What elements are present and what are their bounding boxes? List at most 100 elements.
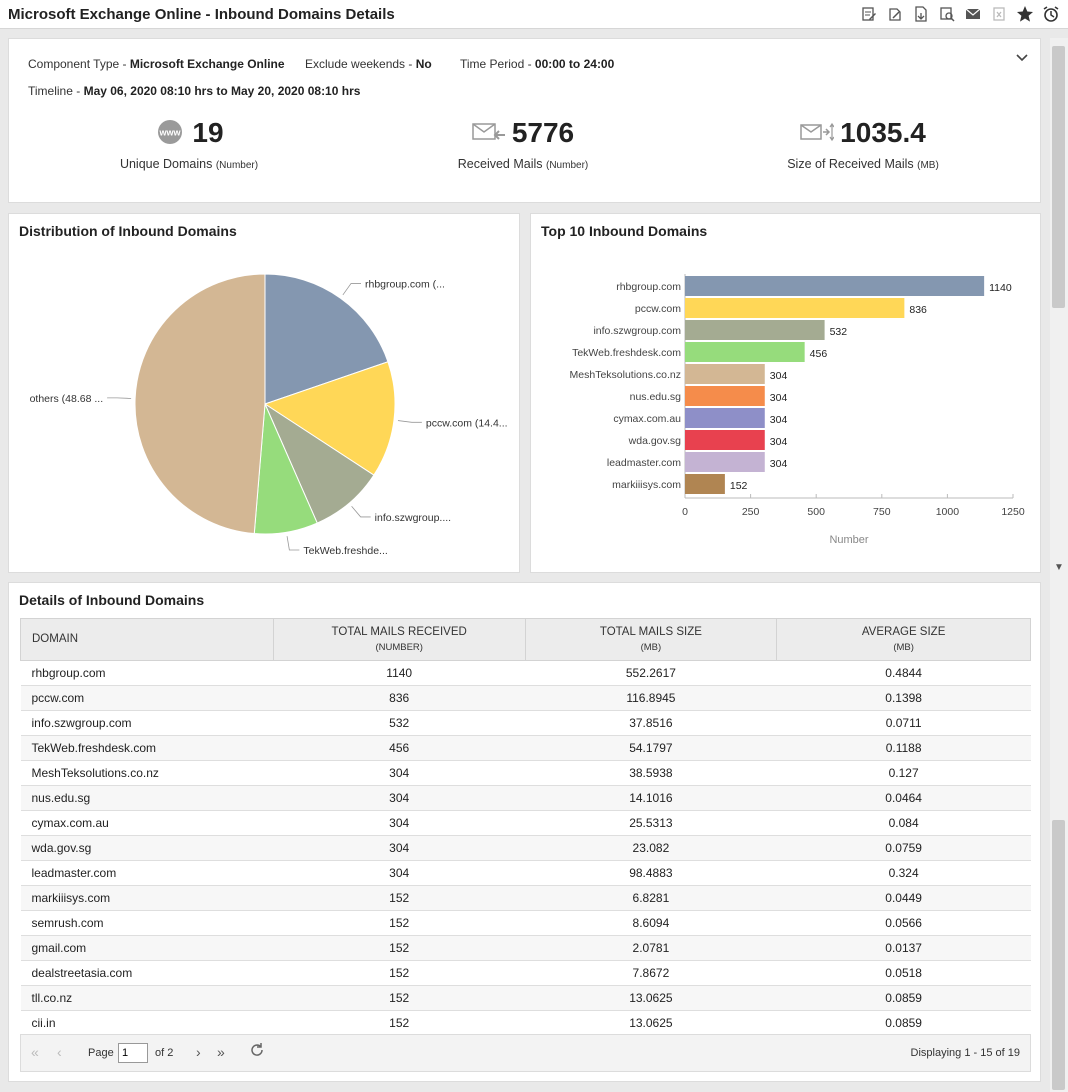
pagination-bar: « ‹ Page of 2 › » Displaying 1 - 15 of 1… xyxy=(20,1034,1031,1072)
bar-value-label: 304 xyxy=(770,436,788,448)
y-tick-label: TekWeb.freshdesk.com xyxy=(572,347,681,359)
scrollbar-thumb-lower[interactable] xyxy=(1052,820,1065,1090)
y-tick-label: nus.edu.sg xyxy=(630,391,682,403)
table-cell: 0.324 xyxy=(776,860,1031,886)
pie-slice-label: others (48.68 ... xyxy=(30,393,104,405)
table-row[interactable]: leadmaster.com 304 98.4883 0.324 xyxy=(20,860,1031,886)
edit-icon[interactable] xyxy=(886,5,904,23)
email-icon[interactable] xyxy=(964,5,982,23)
column-header[interactable]: DOMAIN xyxy=(20,618,274,661)
prev-page-icon[interactable]: ‹ xyxy=(57,1044,62,1060)
favorite-star-icon[interactable] xyxy=(1016,5,1034,23)
bar[interactable] xyxy=(685,342,805,362)
table-cell: 116.8945 xyxy=(525,685,777,711)
table-row[interactable]: semrush.com 152 8.6094 0.0566 xyxy=(20,910,1031,936)
table-cell: info.szwgroup.com xyxy=(20,710,274,736)
table-row[interactable]: pccw.com 836 116.8945 0.1398 xyxy=(20,685,1031,711)
scroll-down-arrow-icon[interactable]: ▼ xyxy=(1054,562,1064,573)
table-cell: TekWeb.freshdesk.com xyxy=(20,735,274,761)
kpi-label-text: Received Mails xyxy=(457,157,546,171)
print-preview-icon[interactable] xyxy=(938,5,956,23)
table-row[interactable]: rhbgroup.com 1140 552.2617 0.4844 xyxy=(20,660,1031,686)
column-header[interactable]: TOTAL MAILS RECEIVED (NUMBER) xyxy=(272,618,526,661)
table-row[interactable]: markiiisys.com 152 6.8281 0.0449 xyxy=(20,885,1031,911)
table-header-row: DOMAIN TOTAL MAILS RECEIVED (NUMBER) TOTAL … xyxy=(20,618,1031,661)
toolbar xyxy=(860,5,1060,23)
svg-text:www: www xyxy=(159,127,182,137)
bar[interactable] xyxy=(685,320,825,340)
bar[interactable] xyxy=(685,430,765,450)
next-page-icon[interactable]: › xyxy=(196,1044,201,1060)
x-tick-label: 250 xyxy=(742,506,760,518)
edit-report-icon[interactable] xyxy=(860,5,878,23)
table-cell: gmail.com xyxy=(20,935,274,961)
pie-slice[interactable] xyxy=(264,273,389,405)
page-number-input[interactable] xyxy=(118,1043,148,1063)
pie-slice[interactable] xyxy=(134,273,266,535)
details-table: DOMAIN TOTAL MAILS RECEIVED (NUMBER) TOTAL … xyxy=(20,618,1031,1036)
table-row[interactable]: dealstreetasia.com 152 7.8672 0.0518 xyxy=(20,960,1031,986)
time-period: Time Period - 00:00 to 24:00 xyxy=(460,57,614,71)
table-cell: 0.1188 xyxy=(776,735,1031,761)
table-cell: 7.8672 xyxy=(525,960,777,986)
column-header[interactable]: AVERAGE SIZE (MB) xyxy=(776,618,1031,661)
bar-value-label: 836 xyxy=(909,304,927,316)
bar-chart-title: Top 10 Inbound Domains xyxy=(541,223,708,239)
alarm-clock-icon[interactable] xyxy=(1042,5,1060,23)
bar[interactable] xyxy=(685,386,765,406)
table-row[interactable]: info.szwgroup.com 532 37.8516 0.0711 xyxy=(20,710,1031,736)
table-cell: 152 xyxy=(273,985,526,1011)
bar[interactable] xyxy=(685,298,905,318)
table-cell: 6.8281 xyxy=(525,885,777,911)
bar[interactable] xyxy=(685,364,765,384)
table-cell: leadmaster.com xyxy=(20,860,274,886)
kpi-value: 19 xyxy=(192,117,224,148)
table-row[interactable]: tll.co.nz 152 13.0625 0.0859 xyxy=(20,985,1031,1011)
export-pdf-icon[interactable] xyxy=(912,5,930,23)
table-row[interactable]: TekWeb.freshdesk.com 456 54.1797 0.1188 xyxy=(20,735,1031,761)
bar[interactable] xyxy=(685,452,765,472)
bar[interactable] xyxy=(685,276,985,296)
table-cell: semrush.com xyxy=(20,910,274,936)
bar[interactable] xyxy=(685,474,725,494)
y-tick-label: cymax.com.au xyxy=(613,413,681,425)
y-tick-label: MeshTeksolutions.co.nz xyxy=(570,369,681,381)
display-count: Displaying 1 - 15 of 19 xyxy=(910,1047,1020,1059)
bar-value-label: 152 xyxy=(730,480,748,492)
www-icon: www xyxy=(154,119,186,148)
bar-value-label: 304 xyxy=(770,458,788,470)
kpi-label-text: Unique Domains xyxy=(119,157,216,171)
collapse-chevron-icon[interactable] xyxy=(1016,51,1028,65)
refresh-icon[interactable] xyxy=(249,1042,265,1061)
column-header-unit: (MB) xyxy=(640,641,662,653)
table-row[interactable]: cymax.com.au 304 25.5313 0.084 xyxy=(20,810,1031,836)
first-page-icon[interactable]: « xyxy=(31,1044,39,1060)
title-bar: Microsoft Exchange Online - Inbound Doma… xyxy=(0,0,1068,29)
last-page-icon[interactable]: » xyxy=(217,1044,225,1060)
table-cell: dealstreetasia.com xyxy=(20,960,274,986)
export-excel-icon[interactable] xyxy=(990,5,1008,23)
table-cell: 0.0566 xyxy=(776,910,1031,936)
column-header-unit: (NUMBER) xyxy=(375,641,423,653)
window-title: Microsoft Exchange Online - Inbound Doma… xyxy=(8,6,395,23)
mail-size-icon xyxy=(800,121,835,146)
pie-chart-panel: Distribution of Inbound Domains rhbgroup… xyxy=(8,213,520,573)
table-cell: 0.0137 xyxy=(776,935,1031,961)
received-mail-icon xyxy=(472,121,506,146)
column-header-label: AVERAGE SIZE xyxy=(861,625,946,638)
table-row[interactable]: nus.edu.sg 304 14.1016 0.0464 xyxy=(20,785,1031,811)
table-row[interactable]: MeshTeksolutions.co.nz 304 38.5938 0.127 xyxy=(20,760,1031,786)
table-cell: 552.2617 xyxy=(525,660,777,686)
column-header[interactable]: TOTAL MAILS SIZE (MB) xyxy=(524,618,778,661)
timeline-label: Timeline - xyxy=(28,84,84,98)
table-row[interactable]: cii.in 152 13.0625 0.0859 xyxy=(20,1010,1031,1036)
bar[interactable] xyxy=(685,408,765,428)
table-cell: 54.1797 xyxy=(525,735,777,761)
pie-slice[interactable] xyxy=(263,361,396,476)
page-scrollbar[interactable]: ▼ xyxy=(1050,38,1068,1092)
scrollbar-thumb[interactable] xyxy=(1052,46,1065,308)
table-row[interactable]: gmail.com 152 2.0781 0.0137 xyxy=(20,935,1031,961)
y-tick-label: pccw.com xyxy=(635,303,681,315)
table-row[interactable]: wda.gov.sg 304 23.082 0.0759 xyxy=(20,835,1031,861)
table-cell: nus.edu.sg xyxy=(20,785,274,811)
